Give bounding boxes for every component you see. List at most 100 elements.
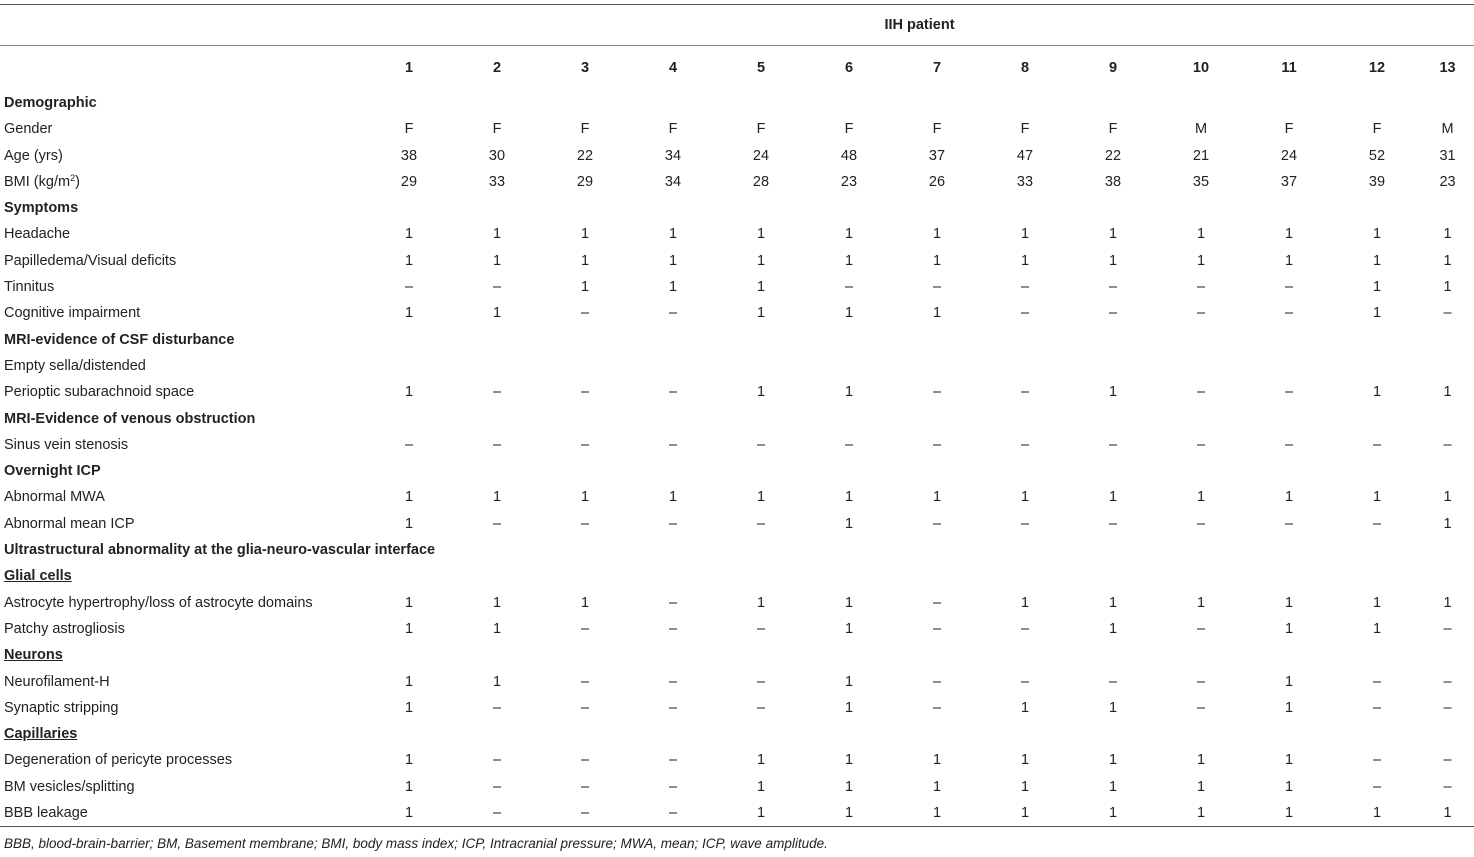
patient-table: IIH patient 1 2 3 4 5 6 7 8 9 10 11 12 13 Demographi… [0,4,1474,828]
table-cell: 1 [932,489,942,506]
table-cell: – [1196,620,1206,637]
row-label-text: BBB leakage [4,805,88,822]
table-cell: – [1020,384,1030,401]
section-row: MRI-evidence of CSF disturbance [0,327,1474,353]
table-cell: 1 [1443,384,1452,401]
table-cell: 1 [756,279,766,296]
table-cell: 1 [404,515,414,532]
subsection-cell: Capillaries [0,721,1474,747]
row-label-text: Astrocyte hypertrophy/loss of astrocyte … [4,594,313,611]
row-label: Papilledema/Visual deficits [0,248,365,274]
table-cell: 1 [1020,778,1030,795]
table-cell: – [668,699,678,716]
table-cell: 1 [844,620,854,637]
table-row: Papilledema/Visual deficits 1 1 1 1 1 1 1 1 1 1 1 1 1 [0,248,1474,274]
subsection-row: Glial cells [0,563,1474,589]
row-label: Neurofilament-H [0,669,365,695]
table-cell: 1 [844,515,854,532]
table-cell: 22 [576,147,594,164]
table-cell: – [580,699,590,716]
table-cell: – [668,752,678,769]
table-cell [365,353,453,379]
table-cell: 1 [492,252,502,269]
table-cell: F [756,121,766,138]
table-cell: – [1196,673,1206,690]
table-body: Demographic Gender F F F F F F F F F M F F M Age (yrs) 3… [0,90,1474,828]
table-cell [893,353,981,379]
table-cell: 1 [844,384,854,401]
table-cell: – [580,305,590,322]
table-cell: – [1372,752,1382,769]
table-cell: 1 [580,252,590,269]
table-row: Headache 1 1 1 1 1 1 1 1 1 1 1 1 1 [0,221,1474,247]
table-cell: 1 [404,752,414,769]
table-cell: – [1284,279,1294,296]
table-cell: 29 [400,173,418,190]
table-cell: F [492,121,502,138]
table-cell [1421,353,1474,379]
table-cell: 1 [1372,384,1382,401]
table-cell: F [668,121,678,138]
table-cell: 1 [1372,252,1382,269]
table-cell: – [1020,279,1030,296]
table-cell: – [1196,515,1206,532]
section-label: MRI-Evidence of venous obstruction [4,410,256,427]
row-label: BMI (kg/m2) [0,169,365,195]
row-label-text: Empty sella/distended [4,357,146,374]
row-label: Gender [0,116,365,142]
table-cell [1333,353,1421,379]
table-cell: – [492,699,502,716]
row-label-text: Cognitive impairment [4,305,141,322]
table-cell [541,353,629,379]
table-cell: 1 [492,594,502,611]
table-cell: – [1108,673,1118,690]
table-cell: F [844,121,854,138]
table-cell: 1 [580,279,590,296]
row-label-text: Degeneration of pericyte processes [4,752,233,769]
table-cell: 1 [932,778,942,795]
table-cell: 1 [404,384,414,401]
table-cell: 1 [1196,594,1206,611]
table-cell: 1 [404,305,414,322]
table-cell: 1 [1069,800,1157,828]
header-patient-numbers: 1 2 3 4 5 6 7 8 9 10 11 12 13 [0,46,1474,91]
table-row: Age (yrs) 38 30 22 34 24 48 37 47 22 21 24 52 31 [0,143,1474,169]
patient-number: 11 [1281,60,1297,76]
section-row: Demographic [0,90,1474,116]
table-cell: 1 [1020,699,1030,716]
row-label: Abnormal mean ICP [0,511,365,537]
table-cell: – [1284,515,1294,532]
row-label: Age (yrs) [0,143,365,169]
table-cell: 1 [1020,594,1030,611]
table-cell: 34 [664,147,682,164]
table-cell: – [492,778,502,795]
table-cell: – [756,436,766,453]
table-cell [717,353,805,379]
table-cell: – [1284,436,1294,453]
section-label: Symptoms [4,200,79,217]
table-cell: 1 [1196,752,1206,769]
subsection-row: Neurons [0,642,1474,668]
table-cell: 1 [1108,620,1118,637]
table-cell: – [932,384,942,401]
section-row: Symptoms [0,195,1474,221]
patient-number: 13 [1439,60,1456,76]
table-cell: 1 [668,489,678,506]
row-label-text: BMI (kg/m [4,173,71,190]
table-cell: 1 [1108,226,1118,243]
row-label-text: Neurofilament-H [4,673,110,690]
table-cell: 1 [844,489,854,506]
patient-number: 7 [932,60,942,76]
table-row: BBB leakage 1– – –1 1 1 1 1 1 1 1 1 [0,800,1474,828]
row-label: Headache [0,221,365,247]
table-cell: – [932,594,942,611]
table-cell: F [404,121,414,138]
table-cell: 1 [492,305,502,322]
patient-number: 4 [668,60,678,76]
table-row: Astrocyte hypertrophy/loss of astrocyte … [0,590,1474,616]
table-cell: – [1108,515,1118,532]
table-cell: 1 [844,305,854,322]
table-cell: – [1443,620,1452,637]
table-cell: 33 [1016,173,1034,190]
patient-number: 5 [756,60,766,76]
